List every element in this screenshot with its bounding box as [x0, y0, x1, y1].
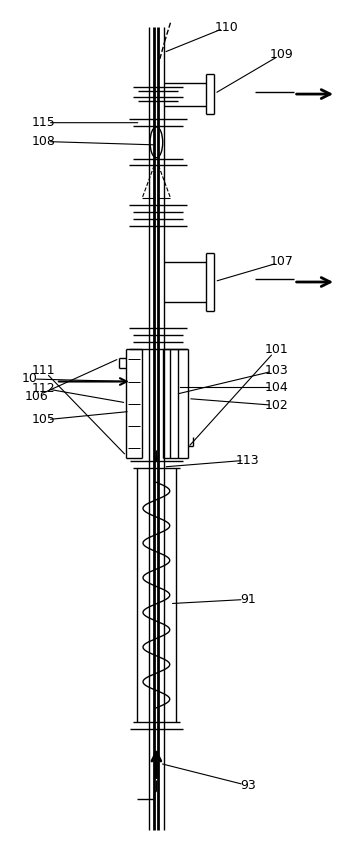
Text: 105: 105	[32, 413, 56, 427]
Text: 108: 108	[32, 135, 56, 148]
Text: 91: 91	[240, 593, 256, 606]
Text: 112: 112	[32, 382, 55, 395]
Text: 93: 93	[240, 779, 256, 792]
Text: 101: 101	[264, 344, 288, 357]
Text: 107: 107	[269, 255, 293, 268]
Text: 103: 103	[264, 364, 288, 377]
Text: 113: 113	[236, 453, 260, 466]
Text: 115: 115	[32, 117, 55, 129]
Text: 106: 106	[25, 390, 49, 403]
Text: 102: 102	[264, 399, 288, 412]
Text: 10: 10	[22, 373, 38, 386]
Text: 109: 109	[269, 48, 293, 61]
Text: 111: 111	[32, 364, 55, 377]
Text: 110: 110	[215, 21, 239, 33]
Text: 104: 104	[264, 381, 288, 394]
